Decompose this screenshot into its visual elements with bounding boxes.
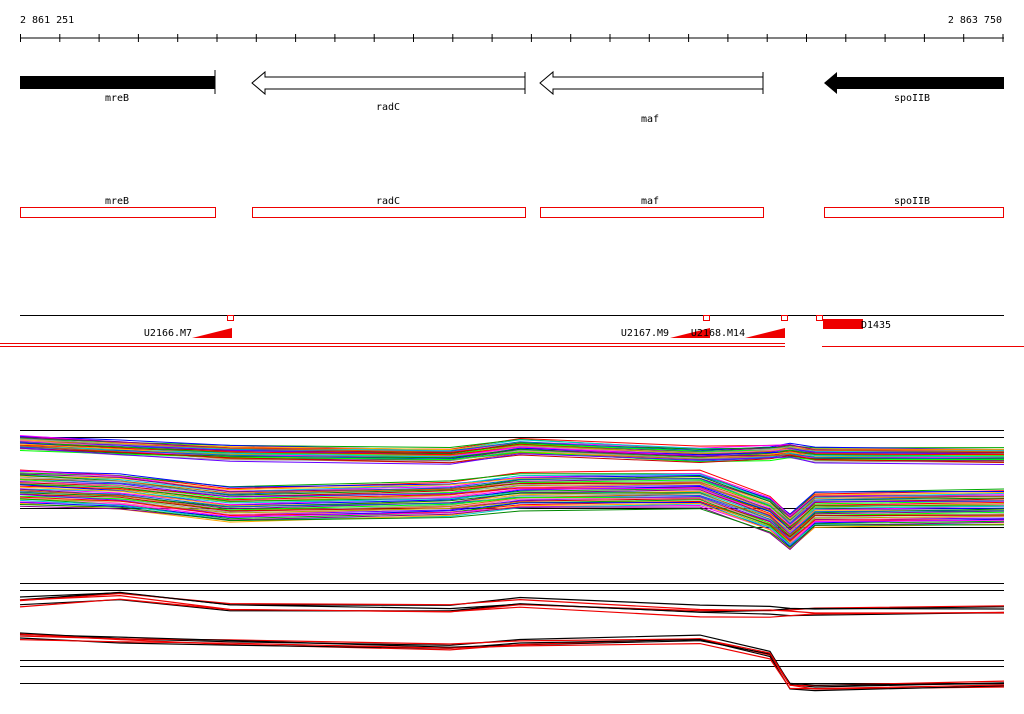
track-profile: [19, 633, 1005, 686]
track-profile: [19, 445, 1005, 459]
track-profile: [19, 493, 1005, 540]
ruler-end: 2 863 750: [948, 15, 1002, 26]
track-profile: [19, 481, 1005, 525]
feature-marker: [703, 315, 710, 321]
feature-marker: [781, 315, 788, 321]
feature-label: D1435: [861, 320, 891, 331]
track-profile: [19, 473, 1005, 521]
gene-label: radC: [376, 102, 400, 113]
feature-label: U2166.M7: [144, 328, 192, 339]
track-profile: [19, 493, 1005, 538]
feature-label: U2167.M9: [621, 328, 669, 339]
gene-label: maf: [641, 114, 659, 125]
track-profile: [19, 447, 1005, 464]
gene-label: mreB: [105, 93, 129, 104]
gene-box: [20, 207, 216, 218]
track-profile: [19, 637, 1005, 692]
box-label: spoIIB: [894, 196, 930, 207]
box-label: mreB: [105, 196, 129, 207]
gene-arrow: [20, 76, 215, 89]
feature-ramp: [192, 328, 232, 338]
feature-marker: [816, 315, 823, 321]
track-profile: [19, 490, 1005, 536]
gene-arrow: [251, 70, 526, 96]
gene-arrow: [539, 70, 764, 96]
track-profile: [19, 436, 1005, 454]
track-profile: [19, 598, 1005, 618]
feature-label: U2168.M14: [691, 328, 745, 339]
gene-label: spoIIB: [894, 93, 930, 104]
track-profile: [19, 447, 1005, 465]
track-profile: [19, 442, 1005, 459]
track-profile: [19, 476, 1005, 522]
feature-ramp: [670, 328, 710, 338]
ruler-ticks: [20, 34, 1004, 42]
track-profile: [19, 470, 1005, 515]
track-profile: [19, 499, 1005, 546]
feature-block: [823, 319, 863, 329]
feature-ramp: [745, 328, 785, 338]
gene-box: [824, 207, 1004, 218]
ruler-start: 2 861 251: [20, 15, 74, 26]
track-profile: [19, 504, 1005, 549]
track-profile: [19, 483, 1005, 529]
track-profile: [19, 505, 1005, 551]
gene-box: [540, 207, 764, 218]
track-profile: [19, 488, 1005, 533]
track-profile: [19, 483, 1005, 530]
track-profile: [19, 592, 1005, 610]
track-profile: [19, 491, 1005, 535]
box-label: radC: [376, 196, 400, 207]
feature-marker: [227, 315, 234, 321]
track-profile: [19, 497, 1005, 544]
track-profile: [19, 473, 1005, 519]
box-label: maf: [641, 196, 659, 207]
track-profile: [19, 480, 1005, 527]
gene-box: [252, 207, 526, 218]
track-profile: [19, 472, 1005, 517]
tracks: [19, 435, 1005, 692]
gene-arrow: [824, 72, 1004, 94]
track-profile: [19, 482, 1005, 527]
track-profile: [19, 639, 1005, 690]
